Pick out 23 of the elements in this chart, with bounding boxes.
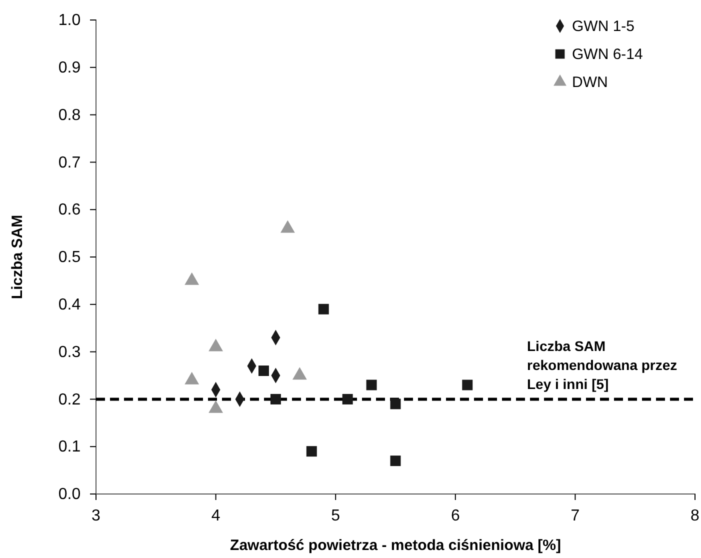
- y-tick-label: 1.0: [58, 12, 81, 30]
- y-tick-label: 0.6: [58, 202, 81, 219]
- x-tick-label: 5: [331, 508, 340, 525]
- x-tick-label: 3: [92, 508, 101, 525]
- x-tick-label: 4: [211, 508, 220, 525]
- y-tick-label: 0.0: [58, 486, 81, 504]
- y-tick-label: 0.9: [58, 60, 81, 77]
- y-axis-title: Liczba SAM: [9, 214, 26, 300]
- x-tick-label: 8: [690, 508, 700, 525]
- legend-label: DWN: [572, 74, 608, 91]
- y-tick-label: 0.4: [58, 296, 81, 314]
- y-tick-label: 0.7: [58, 154, 81, 172]
- y-tick-label: 0.5: [58, 249, 81, 266]
- x-axis-title: Zawartość powietrza - metoda ciśnieniowa [%]: [230, 537, 561, 554]
- ref-line-label: Liczba SAM rekomendowana przez Ley i inni [5]: [527, 338, 678, 392]
- y-tick-label: 0.1: [58, 438, 81, 456]
- y-tick-label: 0.8: [58, 106, 81, 124]
- legend-label: GWN 6-14: [572, 46, 643, 63]
- y-tick-label: 0.2: [58, 391, 81, 408]
- y-tick-label: 0.3: [58, 344, 81, 361]
- x-tick-label: 6: [450, 508, 460, 525]
- x-tick-label: 7: [570, 508, 580, 525]
- legend-label: GWN 1-5: [572, 18, 635, 35]
